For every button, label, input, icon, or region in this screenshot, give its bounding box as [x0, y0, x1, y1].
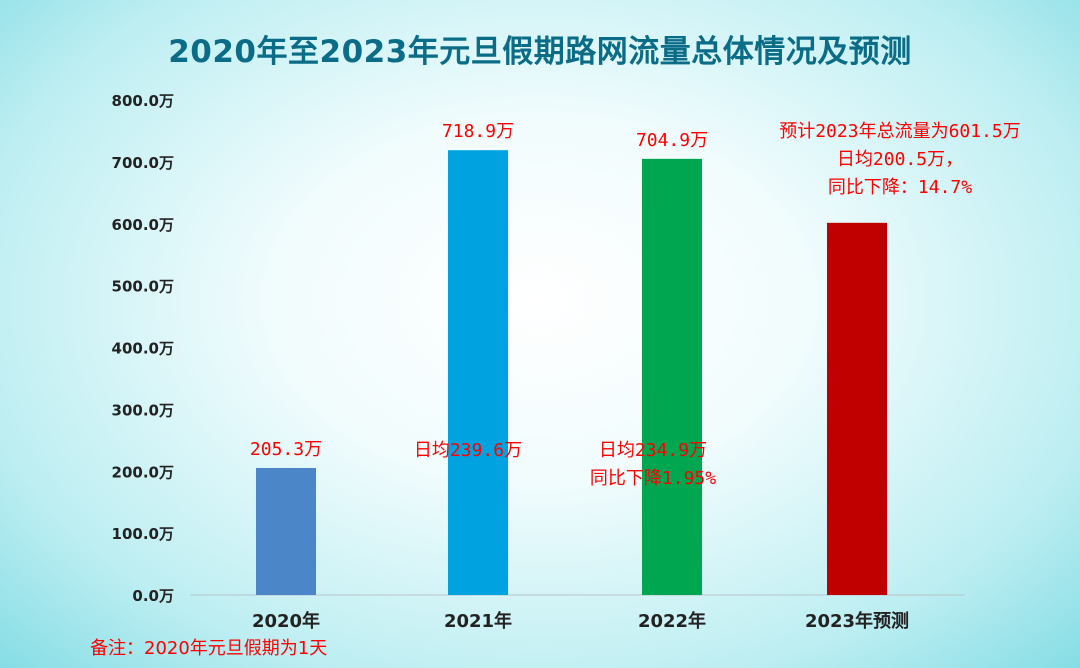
y-tick-label: 0.0万 — [132, 587, 174, 605]
y-tick-label: 100.0万 — [112, 525, 174, 543]
bar-4 — [827, 222, 887, 595]
y-tick-label: 700.0万 — [112, 154, 174, 172]
y-tick-label: 600.0万 — [112, 216, 174, 234]
bar-3 — [642, 158, 702, 595]
annotation-text: 日均200.5万， — [837, 149, 963, 170]
y-tick-label: 800.0万 — [112, 92, 174, 110]
value-label: 704.9万 — [636, 130, 708, 151]
y-tick-label: 200.0万 — [112, 463, 174, 481]
value-label: 205.3万 — [250, 439, 322, 460]
annotation-text: 同比下降：14.7% — [828, 177, 972, 198]
annotation-text: 同比下降1.95% — [590, 468, 716, 489]
x-tick-label: 2023年预测 — [805, 610, 909, 632]
x-tick-label: 2021年 — [444, 610, 512, 632]
bar-2 — [448, 150, 508, 596]
bar-1 — [256, 467, 316, 595]
annotation-text: 日均234.9万 — [599, 440, 707, 461]
chart-title: 2020年至2023年元旦假期路网流量总体情况及预测 — [168, 34, 912, 70]
value-label: 718.9万 — [442, 121, 514, 142]
x-tick-label: 2020年 — [252, 610, 320, 632]
annotation-text: 日均239.6万 — [414, 440, 522, 461]
y-tick-label: 400.0万 — [112, 340, 174, 358]
footnote: 备注：2020年元旦假期为1天 — [90, 638, 328, 659]
annotation-text: 预计2023年总流量为601.5万 — [779, 121, 1021, 142]
y-tick-label: 500.0万 — [112, 278, 174, 296]
x-tick-label: 2022年 — [638, 610, 706, 632]
y-tick-label: 300.0万 — [112, 401, 174, 419]
